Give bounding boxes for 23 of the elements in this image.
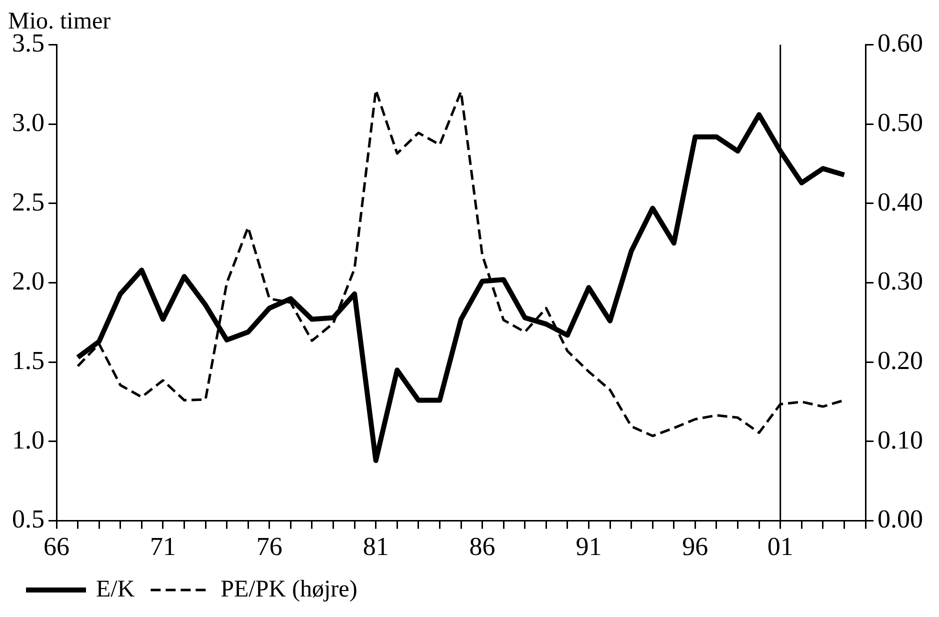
legend-label: E/K (96, 576, 136, 602)
y2-tick-label: 0.30 (878, 266, 923, 296)
y-tick-label: 2.0 (12, 266, 44, 296)
x-tick-label: 01 (767, 532, 794, 562)
y-tick-label: 0.5 (12, 504, 44, 534)
x-tick-label: 91 (576, 532, 602, 562)
x-tick-label: 86 (469, 532, 496, 562)
y2-tick-label: 0.60 (878, 28, 923, 58)
y2-tick-label: 0.20 (878, 346, 923, 375)
y2-tick-label: 0.10 (878, 425, 923, 454)
y-tick-label: 1.5 (12, 346, 44, 375)
y-tick-label: 2.5 (12, 187, 44, 216)
legend-label: PE/PK (højre) (220, 576, 358, 602)
y2-tick-label: 0.40 (878, 187, 923, 216)
y2-tick-label: 0.50 (878, 108, 923, 137)
x-tick-label: 66 (44, 532, 70, 562)
y-tick-label: 3.0 (12, 108, 44, 137)
x-tick-label: 96 (682, 532, 708, 562)
y-tick-label: 1.0 (12, 425, 44, 454)
y2-tick-label: 0.00 (878, 504, 923, 534)
x-tick-label: 76 (256, 532, 282, 562)
x-tick-label: 81 (362, 532, 389, 562)
x-tick-label: 71 (150, 532, 176, 562)
